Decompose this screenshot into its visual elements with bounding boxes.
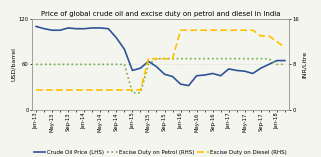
- Title: Price of global crude oil and excise duty on petrol and diesel in India: Price of global crude oil and excise dut…: [41, 11, 280, 17]
- Y-axis label: INR/Litre: INR/Litre: [302, 51, 307, 78]
- Y-axis label: USD/barrel: USD/barrel: [11, 47, 16, 81]
- Legend: Crude Oil Price (LHS), Excise Duty on Petrol (RHS), Excise Duty on Diesel (RHS): Crude Oil Price (LHS), Excise Duty on Pe…: [32, 147, 289, 157]
